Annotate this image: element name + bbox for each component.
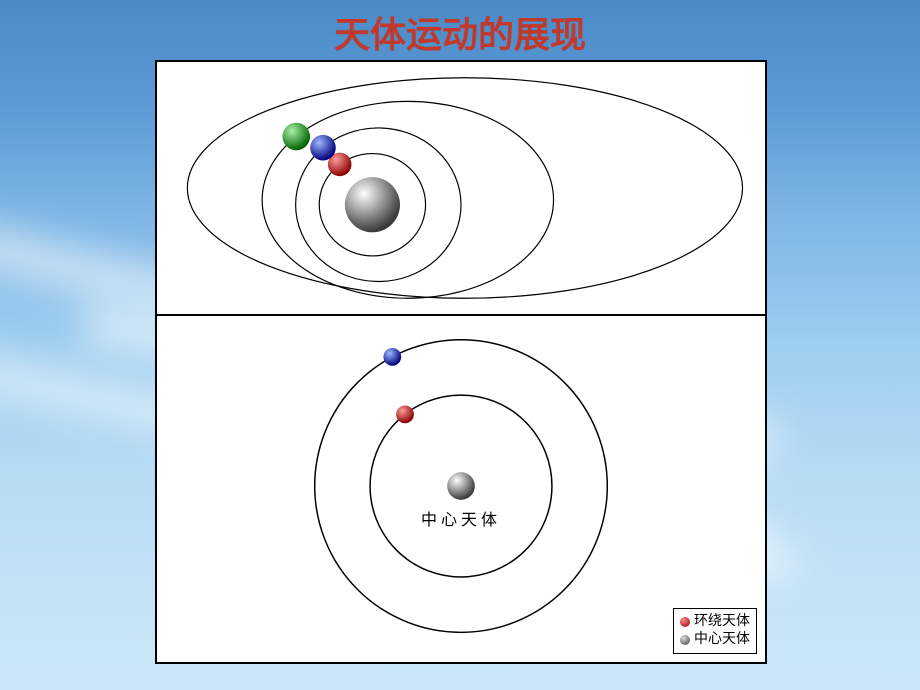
legend-label-orbiting: 环绕天体: [694, 613, 750, 631]
legend-row-orbiting: 环绕天体: [680, 613, 750, 631]
legend-dot-orbiting: [680, 617, 690, 627]
legend: 环绕天体 中心天体: [673, 608, 757, 654]
panel-top: [155, 60, 767, 316]
slide-root: 天体运动的展现 中心天体 环绕天体 中心天体: [0, 0, 920, 690]
legend-dot-center: [680, 635, 690, 645]
figure-frame: 中心天体 环绕天体 中心天体: [155, 60, 767, 664]
legend-row-center: 中心天体: [680, 631, 750, 649]
page-title: 天体运动的展现: [0, 6, 920, 58]
panel-bottom: 中心天体 环绕天体 中心天体: [155, 316, 767, 664]
legend-label-center: 中心天体: [694, 631, 750, 649]
center-body-label: 中心天体: [421, 506, 501, 530]
orbit-diagram-top: [157, 62, 765, 314]
